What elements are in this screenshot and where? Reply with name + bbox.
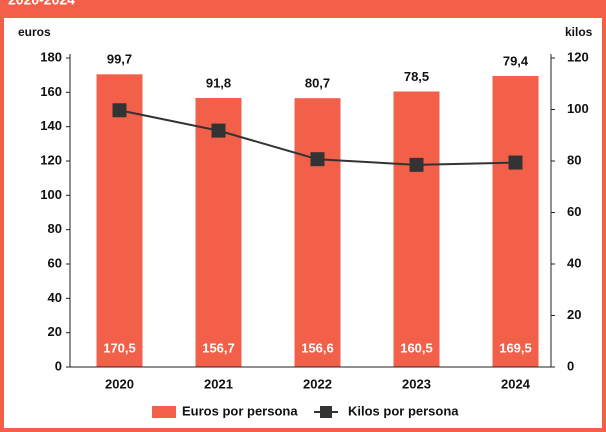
bar — [96, 74, 143, 367]
y-tick-label: 100 — [40, 187, 62, 202]
legend-label: Euros por persona — [182, 403, 298, 418]
x-tick-label: 2024 — [501, 376, 531, 391]
bar-value-label: 170,5 — [103, 340, 136, 355]
bar — [294, 98, 341, 368]
y-tick-label: 20 — [48, 324, 62, 339]
bar-value-label: 156,6 — [301, 340, 334, 355]
bar-value-label: 169,5 — [499, 340, 532, 355]
bar — [195, 97, 242, 367]
y-tick-label: 80 — [48, 221, 62, 236]
y2-tick-label: 100 — [567, 101, 589, 116]
legend-swatch — [320, 406, 332, 418]
legend-label: Kilos por persona — [348, 403, 459, 418]
legend-swatch — [152, 406, 176, 418]
line-value-label: 91,8 — [206, 75, 231, 90]
x-tick-label: 2023 — [402, 376, 431, 391]
y2-axis-label: kilos — [565, 25, 593, 39]
line-marker — [310, 152, 325, 167]
x-tick-label: 2021 — [204, 376, 233, 391]
y-tick-label: 140 — [40, 118, 62, 133]
y2-tick-label: 40 — [567, 255, 581, 270]
x-tick-label: 2022 — [303, 376, 332, 391]
line-marker — [112, 103, 127, 118]
y-tick-label: 120 — [40, 152, 62, 167]
y-tick-label: 0 — [55, 358, 62, 373]
chart-title: 2020-2024 — [8, 0, 75, 8]
x-tick-label: 2020 — [105, 376, 134, 391]
y2-tick-label: 20 — [567, 307, 581, 322]
y2-tick-label: 60 — [567, 204, 581, 219]
line-value-label: 79,4 — [503, 53, 529, 68]
y-tick-label: 40 — [48, 290, 62, 305]
line-marker — [508, 155, 523, 170]
bar — [393, 91, 440, 367]
bar-value-label: 156,7 — [202, 340, 235, 355]
line-value-label: 80,7 — [305, 76, 330, 91]
y-tick-label: 60 — [48, 255, 62, 270]
y2-tick-label: 120 — [567, 49, 589, 64]
line-marker — [211, 123, 226, 138]
y-tick-label: 160 — [40, 84, 62, 99]
y2-tick-label: 80 — [567, 152, 581, 167]
line-value-label: 99,7 — [107, 52, 132, 67]
bar — [492, 76, 539, 368]
y2-tick-label: 0 — [567, 358, 574, 373]
y-axis-label: euros — [18, 25, 51, 39]
bar-value-label: 160,5 — [400, 340, 433, 355]
line-value-label: 78,5 — [404, 69, 429, 84]
y-tick-label: 180 — [40, 49, 62, 64]
line-marker — [409, 157, 424, 172]
